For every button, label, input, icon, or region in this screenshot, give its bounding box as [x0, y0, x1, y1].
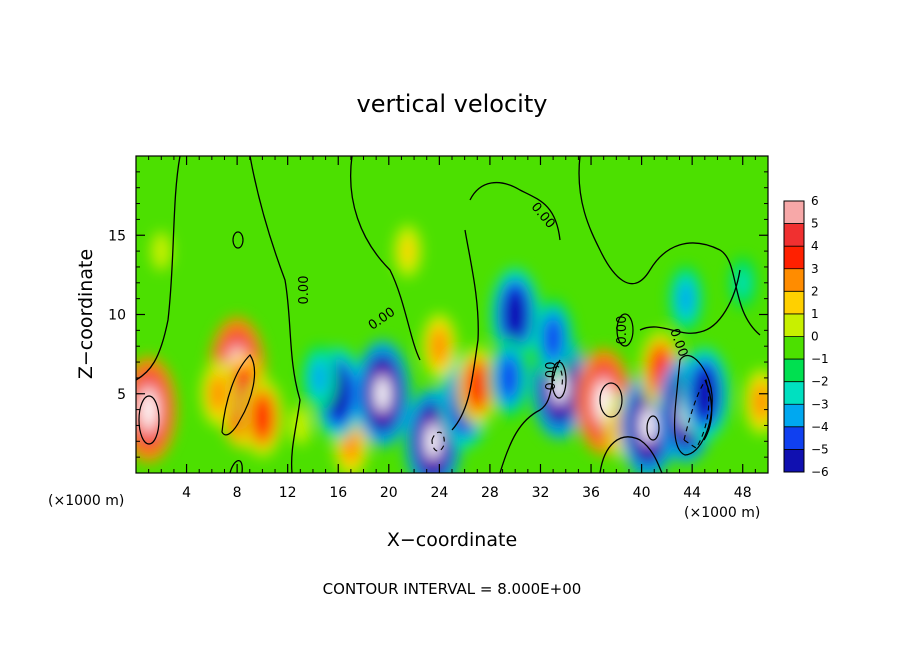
field-blob	[504, 290, 527, 339]
contour-line	[249, 156, 301, 473]
contour-interval: CONTOUR INTERVAL = 8.000E+00	[323, 580, 582, 598]
y-tick-label: 15	[108, 228, 126, 244]
field-blob	[431, 329, 448, 364]
field-blob	[678, 281, 694, 316]
contour-loop	[232, 231, 244, 249]
negative-contours	[431, 365, 710, 452]
field-blob	[295, 415, 305, 436]
field-blob	[311, 360, 328, 396]
x-unit-right: (×1000 m)	[684, 505, 760, 521]
x-tick-label: 20	[380, 485, 398, 501]
contour-line	[578, 156, 761, 336]
field-blob	[693, 369, 716, 418]
x-tick-label: 40	[633, 485, 651, 501]
plot-area	[136, 156, 768, 473]
field-blob	[736, 269, 749, 297]
colorbar-tick-label: 0	[811, 330, 819, 344]
colorbar-segment	[784, 359, 804, 383]
x-tick-label: 28	[481, 485, 499, 501]
x-tick-label: 8	[233, 485, 242, 501]
colorbar-segment	[784, 268, 804, 292]
colorbar-tick-label: −2	[811, 375, 829, 389]
y-axis: 5 10 15	[108, 171, 768, 458]
field-blob	[499, 357, 519, 399]
colorbar-tick-label: 6	[811, 194, 819, 208]
contour-loop	[599, 382, 623, 418]
colorbar-tick-label: −6	[811, 465, 829, 479]
field-core	[640, 407, 655, 444]
contour-line	[136, 156, 181, 381]
colorbar-tick-label: −3	[811, 397, 829, 411]
x-tick-label: 4	[182, 485, 191, 501]
x-tick-label: 48	[734, 485, 752, 501]
contour-loop	[551, 361, 567, 399]
colorbar-segment	[784, 449, 804, 473]
colorbar-segment	[784, 336, 804, 360]
x-tick-label: 44	[683, 485, 701, 501]
field-blob	[156, 240, 166, 262]
field-core	[375, 376, 390, 412]
colorbar-segment	[784, 246, 804, 270]
contour-label: 0.00	[544, 362, 559, 391]
contour-loop	[138, 395, 160, 445]
colorbar-segment	[784, 291, 804, 315]
contour-loop	[673, 354, 713, 456]
x-tick-label: 24	[430, 485, 448, 501]
field-core	[141, 391, 156, 428]
contour-loop	[646, 415, 660, 441]
contour-loop	[221, 354, 256, 436]
x-tick-label: 36	[582, 485, 600, 501]
contour-label: 0.00	[615, 316, 630, 345]
y-tick-label: 5	[117, 387, 126, 403]
field-blob	[253, 396, 272, 439]
colorbar: 6 5 4 3 2 1 0 −1 −2 −3 −4 −5 −6	[783, 194, 829, 479]
colorbar-tick-label: −1	[811, 352, 829, 366]
contour-line	[599, 436, 663, 473]
colorbar-tick-label: 4	[811, 239, 819, 253]
contour-line	[639, 269, 741, 334]
x-axis-label: X−coordinate	[387, 529, 517, 551]
contour-dashed	[683, 378, 710, 449]
colorbar-segment	[784, 201, 804, 225]
contour-line	[469, 181, 561, 241]
x-tick-label: 16	[329, 485, 347, 501]
x-unit-left: (×1000 m)	[48, 493, 124, 509]
field-blob	[210, 376, 226, 411]
y-tick-label: 10	[108, 308, 126, 324]
field-blob	[753, 384, 768, 419]
closed-contours	[138, 231, 713, 456]
contour-dashed	[554, 365, 563, 386]
field-core	[596, 384, 611, 420]
x-tick-label: 32	[532, 485, 550, 501]
contour-line	[349, 156, 421, 361]
colorbar-tick-label: 2	[811, 284, 819, 298]
field-core	[425, 423, 441, 459]
contour-line	[229, 459, 243, 473]
contour-label: 0.00	[297, 276, 312, 305]
chart-title: vertical velocity	[357, 90, 548, 118]
colorbar-tick-label: 3	[811, 262, 819, 276]
contour-dashed	[431, 431, 445, 452]
y-axis-label: Z−coordinate	[75, 249, 97, 379]
colorbar-segment	[784, 404, 804, 428]
contour-line	[499, 359, 561, 473]
field-blob	[401, 237, 414, 265]
contour-line	[451, 229, 479, 431]
field-blob	[543, 317, 563, 359]
x-tick-label: 12	[279, 485, 297, 501]
colorbar-tick-label: −4	[811, 420, 829, 434]
colorbar-segment	[784, 381, 804, 405]
colorbar-tick-label: 5	[811, 217, 819, 231]
x-axis: 4 8 12 16 20 24 28 32 36 40 44 48	[148, 156, 756, 501]
contour-loop	[616, 313, 634, 347]
colorbar-tick-label: −5	[811, 442, 829, 456]
colorbar-segment	[784, 426, 804, 450]
colorbar-segment	[784, 223, 804, 247]
colorbar-tick-label: 1	[811, 307, 819, 321]
colorbar-segment	[784, 313, 804, 337]
